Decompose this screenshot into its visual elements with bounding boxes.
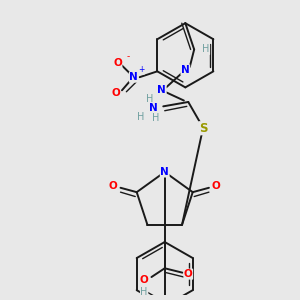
Text: S: S xyxy=(199,122,207,135)
Text: +: + xyxy=(138,65,144,74)
Text: O: O xyxy=(212,181,221,191)
Text: N: N xyxy=(158,85,166,95)
Text: O: O xyxy=(109,181,118,191)
Text: O: O xyxy=(113,58,122,68)
Text: N: N xyxy=(160,167,169,177)
Text: H: H xyxy=(152,113,160,123)
Text: H: H xyxy=(146,94,154,104)
Text: H: H xyxy=(137,112,145,122)
Text: N: N xyxy=(181,65,190,75)
Text: H: H xyxy=(202,44,210,55)
Text: O: O xyxy=(184,269,193,279)
Text: O: O xyxy=(140,275,148,285)
Text: N: N xyxy=(129,72,138,82)
Text: -: - xyxy=(126,52,130,61)
Text: H: H xyxy=(140,286,148,297)
Text: O: O xyxy=(112,88,120,98)
Text: N: N xyxy=(148,103,157,113)
